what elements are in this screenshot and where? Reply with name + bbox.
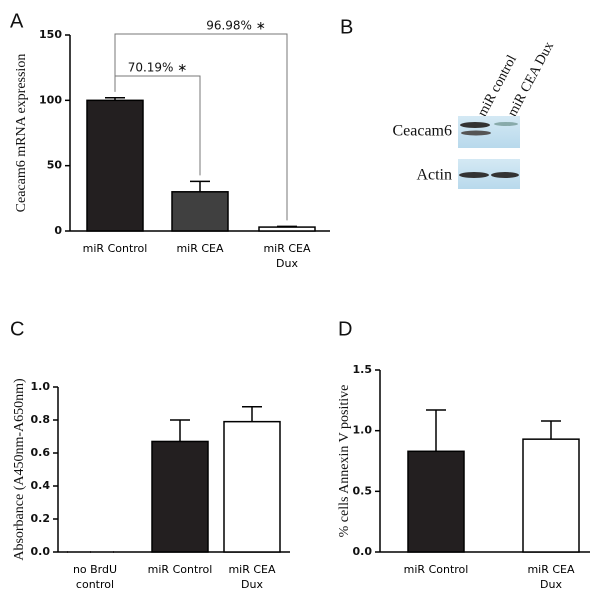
y-tick-label: 0.0	[31, 545, 51, 558]
x-tick-label-box: miR Control	[403, 563, 469, 576]
annotation: 96.98% ∗	[206, 19, 266, 33]
x-tick-label: miR Control	[147, 563, 213, 576]
annotation: 70.19% ∗	[128, 61, 188, 75]
x-tick-label-box: miR Control	[147, 563, 213, 576]
band-label: Ceacam6	[392, 123, 452, 140]
x-tick-label-box: no BrdU control	[72, 563, 118, 591]
x-tick-label: no BrdU control	[72, 563, 118, 591]
band-label: Actin	[416, 167, 452, 184]
blot-band	[460, 122, 490, 128]
x-tick-label-box: miR Control	[82, 242, 148, 255]
bar	[407, 450, 465, 553]
x-tick-label-box: miR CEA Dux	[527, 563, 575, 591]
blot-band	[491, 172, 519, 178]
x-tick-label: miR Control	[403, 563, 469, 576]
bar	[522, 438, 580, 553]
significance-bracket	[114, 33, 288, 221]
x-tick-label-box: miR CEA Dux	[228, 563, 276, 591]
y-tick-label: 0.2	[31, 512, 51, 525]
y-tick-label: 0	[54, 224, 62, 237]
bar	[171, 191, 229, 232]
y-tick-label: 1.0	[31, 380, 51, 393]
x-tick-label: miR CEA Dux	[228, 563, 276, 591]
y-axis-title: Absorbance (A450nm-A650nm)	[12, 378, 27, 561]
y-tick-label: 1.5	[353, 363, 373, 376]
x-tick-label: miR CEA Dux	[527, 563, 575, 591]
y-tick-label: 150	[39, 28, 62, 41]
x-tick-label-box: miR CEA	[176, 242, 224, 255]
bar	[151, 440, 209, 553]
y-tick-label: 0.4	[31, 479, 51, 492]
x-tick-label: miR CEA Dux	[263, 242, 311, 270]
y-tick-label: 0.5	[353, 484, 373, 497]
blot-band	[494, 122, 518, 126]
x-tick-label: miR CEA	[176, 242, 224, 255]
bar	[223, 420, 281, 553]
panel-label: C	[10, 318, 24, 340]
x-tick-label-box: miR CEA Dux	[263, 242, 311, 270]
bar	[86, 99, 144, 232]
y-tick-label: 0.6	[31, 446, 51, 459]
x-tick-label: miR Control	[82, 242, 148, 255]
y-axis-title: Ceacam6 mRNA expression	[14, 54, 29, 213]
panel-label: A	[10, 10, 24, 32]
y-tick-label: 1.0	[353, 424, 373, 437]
y-tick-label: 0.8	[31, 413, 51, 426]
panel-label: D	[338, 318, 352, 340]
panel-label: B	[340, 16, 353, 38]
y-tick-label: 0.0	[353, 545, 373, 558]
blot-band	[459, 172, 489, 178]
y-tick-label: 50	[47, 159, 63, 172]
blot-band	[461, 130, 491, 136]
y-tick-label: 100	[39, 93, 62, 106]
lane-label: miR CEA Dux	[505, 40, 557, 120]
y-axis-title: % cells Annexin V positive	[337, 385, 352, 538]
bar	[258, 226, 316, 232]
